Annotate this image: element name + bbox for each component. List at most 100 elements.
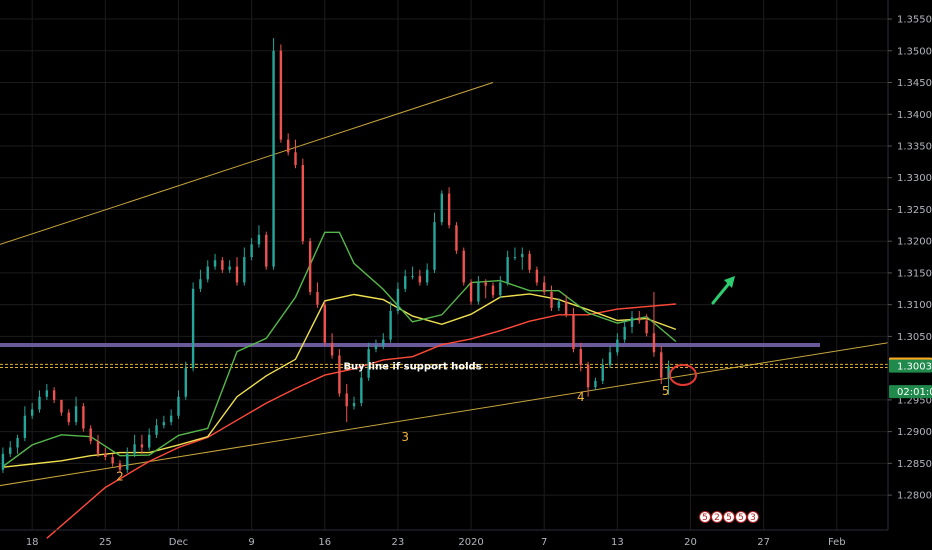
candle-body	[345, 393, 348, 407]
candle-body	[323, 304, 326, 343]
candle-body	[82, 406, 85, 429]
candle-body	[60, 399, 63, 413]
candle-body	[155, 425, 158, 435]
candle-body	[133, 444, 136, 454]
candle-body	[608, 352, 612, 365]
candle-body	[374, 345, 378, 350]
time-tick-label: 13	[611, 537, 624, 548]
price-tick-label: 1.31500	[897, 268, 932, 279]
drawings-overlay[interactable]: Buy line if support holds 2 3 4 5	[116, 276, 735, 483]
badge-label: 3	[750, 513, 756, 523]
candle-body	[623, 326, 626, 340]
badge-label: 2	[714, 513, 720, 523]
price-tick-label: 1.28000	[897, 491, 932, 502]
price-tick-label: 1.35500	[897, 15, 932, 26]
candle-body	[462, 250, 465, 283]
badge-circle	[747, 511, 759, 523]
event-badge[interactable]: 5	[735, 511, 747, 524]
candle-body	[257, 234, 261, 245]
price-tick-label: 1.34500	[897, 78, 932, 89]
time-tick-label: 7	[541, 537, 547, 548]
candle-body	[206, 266, 209, 280]
event-badge[interactable]: 5	[699, 511, 711, 524]
time-tick-label: 9	[248, 537, 254, 548]
moving-average-line	[2, 231, 677, 468]
time-axis[interactable]: 18 25 Dec 9 16 23 2020 7 13 20 27 Feb	[26, 537, 846, 548]
price-tick-label: 1.30500	[897, 332, 932, 343]
candle-body	[652, 333, 656, 353]
candle-body	[630, 317, 634, 327]
candle-body	[67, 412, 70, 423]
wave-label: 2	[116, 469, 124, 483]
candle-body	[594, 380, 597, 388]
price-label-text: 02:01:03	[897, 387, 932, 398]
candle-body	[221, 260, 224, 270]
candle-body	[338, 355, 341, 394]
event-badge[interactable]: 2	[711, 511, 723, 524]
candle-body	[440, 193, 444, 223]
badge-label: 5	[738, 513, 744, 523]
trendline[interactable]	[0, 82, 494, 245]
candle-body	[411, 276, 414, 278]
candle-body	[425, 269, 429, 283]
candle-body	[645, 320, 648, 334]
candle-body	[616, 339, 619, 353]
candle-body	[572, 314, 575, 350]
candle-body	[184, 368, 187, 397]
candle-body	[30, 409, 34, 416]
candle-body	[316, 291, 319, 305]
candle-body	[286, 139, 290, 153]
wave-label: 4	[577, 390, 585, 404]
horizontal-lines[interactable]	[0, 342, 888, 369]
time-tick-label: 18	[26, 537, 39, 548]
price-tick-label: 1.29000	[897, 427, 932, 438]
candle-body	[418, 276, 422, 283]
candle-body	[199, 279, 202, 289]
moving-average-line	[46, 303, 676, 539]
candle-body	[45, 390, 49, 397]
time-tick-label: 27	[757, 537, 770, 548]
grid-lines	[0, 0, 888, 530]
badge-label: 5	[726, 513, 732, 523]
candle-body	[96, 441, 100, 454]
candle-body	[89, 428, 92, 442]
candle-body	[564, 301, 568, 315]
candle-body	[1, 453, 5, 470]
time-tick-label: 25	[99, 537, 112, 548]
price-tick-label: 1.31000	[897, 300, 932, 311]
candle-body	[162, 422, 166, 426]
candle-body	[404, 276, 407, 289]
price-tick-label: 1.33000	[897, 173, 932, 184]
candle-body	[382, 339, 385, 346]
candle-body	[118, 463, 122, 470]
circle-marker	[669, 364, 697, 386]
moving-averages	[2, 231, 677, 539]
candle-body	[667, 366, 670, 378]
candle-body	[272, 50, 275, 267]
candle-body	[104, 453, 107, 458]
price-tick-label: 1.29500	[897, 395, 932, 406]
price-label-text: 1.30031	[897, 362, 932, 373]
time-tick-label: 20	[684, 537, 697, 548]
time-tick-label: Dec	[169, 537, 188, 548]
event-badge[interactable]: 5	[723, 511, 735, 524]
time-tick-label: 2020	[458, 537, 483, 548]
badge-circle	[723, 511, 735, 523]
badge-circle	[699, 511, 711, 523]
time-tick-label: 23	[392, 537, 405, 548]
candle-body	[660, 352, 663, 378]
candle-body	[367, 349, 370, 378]
candle-body	[74, 406, 78, 423]
time-tick-label: Feb	[828, 537, 846, 548]
badge-circle	[711, 511, 723, 523]
candle-body	[279, 50, 283, 140]
annotation-text: Buy line if support holds	[343, 361, 481, 372]
price-labels: 1.300661.3003102:01:03	[889, 357, 932, 399]
candle-body	[38, 396, 41, 410]
candle-body	[191, 288, 195, 369]
price-tick-label: 1.32000	[897, 237, 932, 248]
event-badge[interactable]: 3	[747, 511, 759, 524]
price-axis[interactable]: 1.35500 1.35000 1.34500 1.34000 1.33500 1.330…	[888, 15, 932, 502]
